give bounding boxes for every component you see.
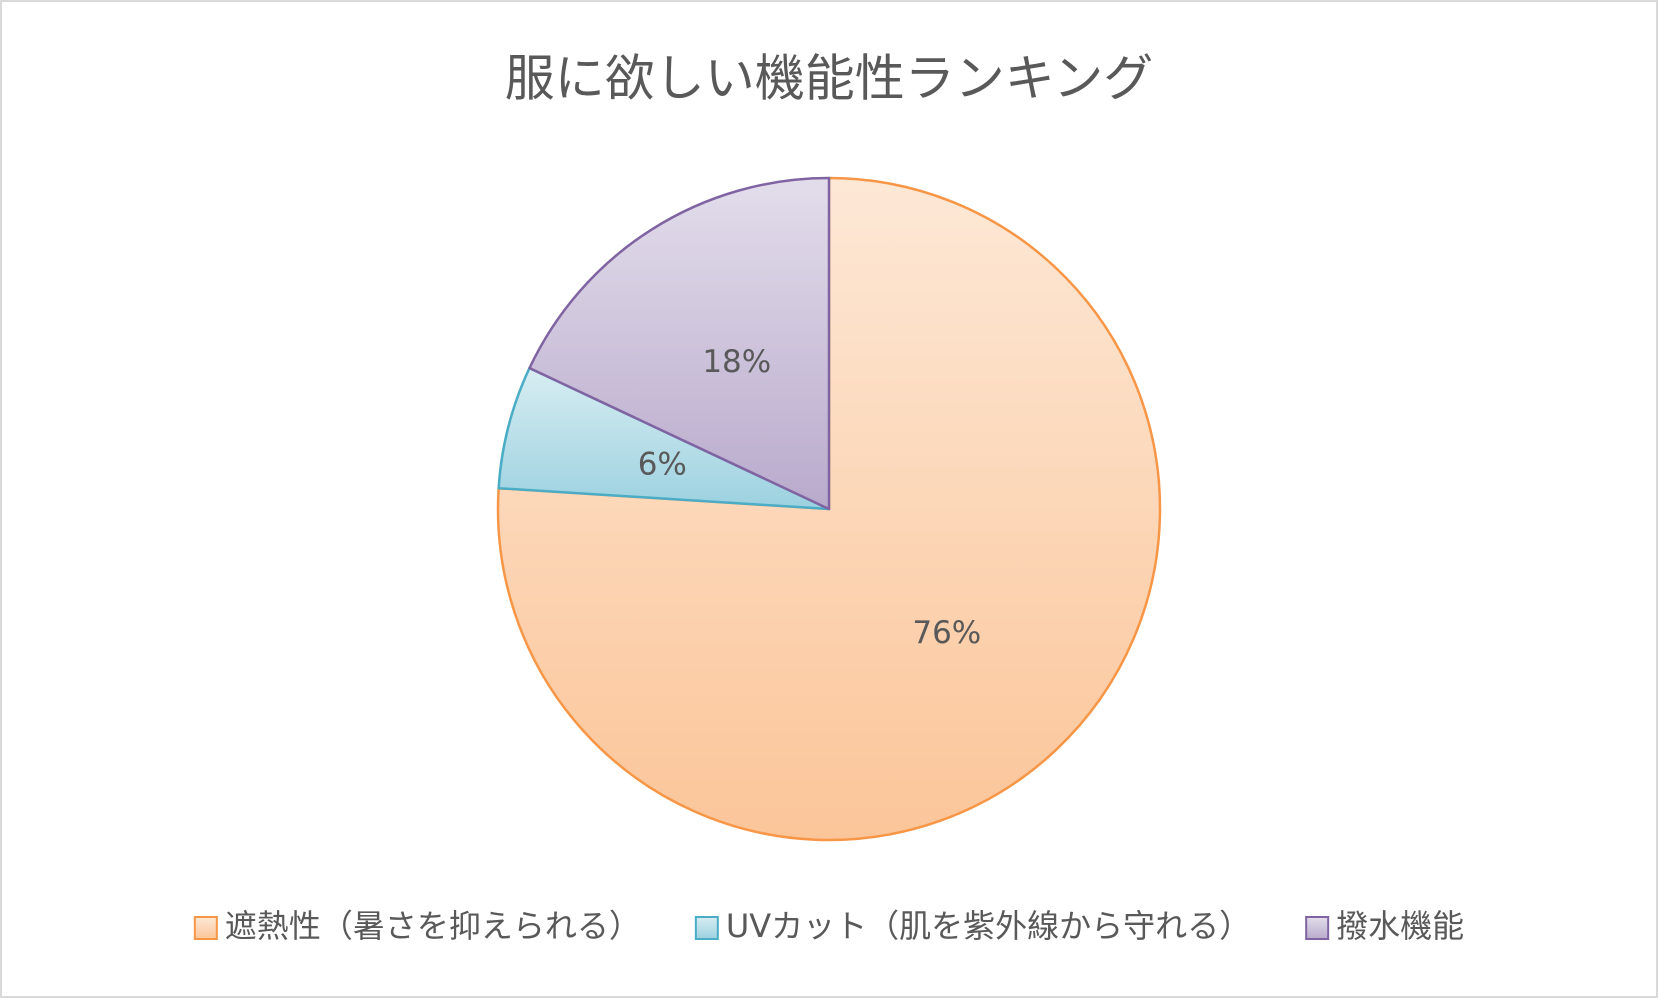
- data-label: 76%: [912, 615, 981, 651]
- data-label: 18%: [702, 344, 771, 380]
- pie-slice: [496, 176, 1162, 842]
- legend-label: UVカット（肌を紫外線から守れる）: [726, 907, 1251, 945]
- legend-swatch: [1305, 916, 1330, 940]
- legend-label: 撥水機能: [1336, 907, 1464, 945]
- legend-label: 遮熱性（暑さを抑えられる）: [225, 907, 641, 945]
- legend-swatch: [193, 916, 218, 940]
- pie-slice: [497, 366, 831, 511]
- legend-swatch: [694, 916, 719, 940]
- data-label: 6%: [638, 447, 687, 483]
- chart-title: 服に欲しい機能性ランキング: [505, 50, 1154, 108]
- pie-slice: [528, 176, 831, 511]
